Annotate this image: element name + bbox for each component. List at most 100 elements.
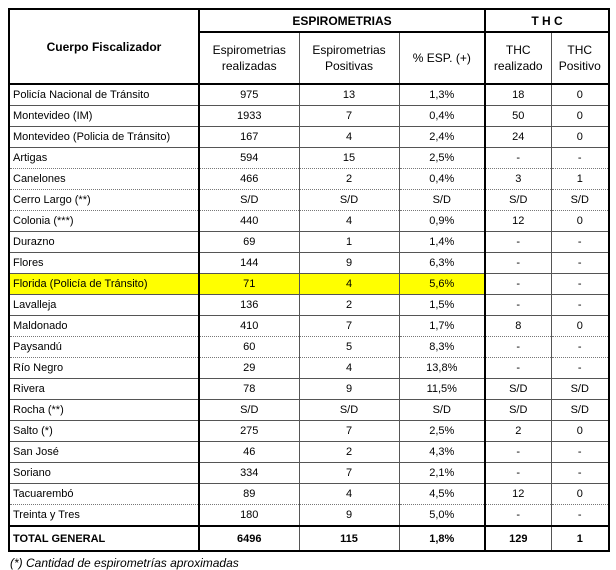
cell-thc-positivo: S/D xyxy=(551,189,610,211)
cell-thc-positivo: - xyxy=(551,441,610,463)
cell-thc-positivo: - xyxy=(551,273,610,295)
cell-pct-esp: 5,6% xyxy=(399,273,487,295)
cell-thc-realizado: S/D xyxy=(485,378,552,400)
column-header-espirometrias-realizadas: Espirometrias realizadas xyxy=(199,32,300,85)
table-row: San José 46 2 4,3% - - xyxy=(9,441,610,463)
cell-espirometrias-positivas: 2 xyxy=(299,168,400,190)
total-row-group: TOTAL GENERAL 6496 115 1,8% 129 1 xyxy=(9,525,610,551)
cell-thc-positivo: 0 xyxy=(551,210,610,232)
cell-cuerpo-fiscalizador: San José xyxy=(9,441,200,463)
cell-cuerpo-fiscalizador: Salto (*) xyxy=(9,420,200,442)
cell-pct-esp: 13,8% xyxy=(399,357,487,379)
total-thc-positivo: 1 xyxy=(551,525,610,551)
cell-thc-positivo: S/D xyxy=(551,399,610,421)
cell-cuerpo-fiscalizador: Montevideo (Policia de Tránsito) xyxy=(9,126,200,148)
cell-espirometrias-realizadas: 410 xyxy=(199,315,300,337)
cell-thc-realizado: S/D xyxy=(485,189,552,211)
cell-thc-realizado: S/D xyxy=(485,399,552,421)
table-row: Salto (*) 275 7 2,5% 2 0 xyxy=(9,420,610,442)
cell-thc-positivo: 0 xyxy=(551,84,610,106)
table-row: Rocha (**) S/D S/D S/D S/D S/D xyxy=(9,399,610,421)
cell-thc-realizado: 3 xyxy=(485,168,552,190)
cell-espirometrias-positivas: 7 xyxy=(299,105,400,127)
cell-cuerpo-fiscalizador: Rivera xyxy=(9,378,200,400)
cell-thc-realizado: 12 xyxy=(485,483,552,505)
cell-espirometrias-realizadas: 144 xyxy=(199,252,300,274)
cell-pct-esp: 2,1% xyxy=(399,462,487,484)
table-row: Soriano 334 7 2,1% - - xyxy=(9,462,610,484)
cell-pct-esp: 1,4% xyxy=(399,231,487,253)
cell-espirometrias-realizadas: S/D xyxy=(199,399,300,421)
cell-espirometrias-positivas: 5 xyxy=(299,336,400,358)
table-row: Policía Nacional de Tránsito 975 13 1,3%… xyxy=(9,84,610,106)
table-row: Florida (Policía de Tránsito) 71 4 5,6% … xyxy=(9,273,610,295)
cell-espirometrias-positivas: 7 xyxy=(299,462,400,484)
cell-cuerpo-fiscalizador: Cerro Largo (**) xyxy=(9,189,200,211)
cell-thc-positivo: 0 xyxy=(551,126,610,148)
table-row: Flores 144 9 6,3% - - xyxy=(9,252,610,274)
total-esp-positivas: 115 xyxy=(299,525,400,551)
group-header-espirometrias: ESPIROMETRIAS xyxy=(199,9,487,33)
cell-espirometrias-positivas: 15 xyxy=(299,147,400,169)
cell-thc-realizado: - xyxy=(485,441,552,463)
cell-espirometrias-positivas: 7 xyxy=(299,315,400,337)
cell-espirometrias-positivas: S/D xyxy=(299,399,400,421)
group-header-thc: T H C xyxy=(485,9,610,33)
cell-cuerpo-fiscalizador: Colonia (***) xyxy=(9,210,200,232)
cell-thc-realizado: - xyxy=(485,462,552,484)
cell-cuerpo-fiscalizador: Canelones xyxy=(9,168,200,190)
column-header-thc-positivo: THC Positivo xyxy=(551,32,610,85)
cell-cuerpo-fiscalizador: Soriano xyxy=(9,462,200,484)
cell-espirometrias-realizadas: 46 xyxy=(199,441,300,463)
table-row: Treinta y Tres 180 9 5,0% - - xyxy=(9,504,610,527)
cell-espirometrias-positivas: 9 xyxy=(299,378,400,400)
cell-espirometrias-realizadas: 975 xyxy=(199,84,300,106)
footnote: (*) Cantidad de espirometrías aproximada… xyxy=(10,556,239,570)
cell-thc-realizado: - xyxy=(485,357,552,379)
cell-espirometrias-positivas: 4 xyxy=(299,210,400,232)
cell-espirometrias-positivas: 4 xyxy=(299,483,400,505)
cell-thc-realizado: 2 xyxy=(485,420,552,442)
cell-espirometrias-realizadas: 89 xyxy=(199,483,300,505)
cell-pct-esp: 5,0% xyxy=(399,504,487,527)
cell-espirometrias-positivas: S/D xyxy=(299,189,400,211)
cell-thc-positivo: 0 xyxy=(551,420,610,442)
cell-pct-esp: 0,4% xyxy=(399,105,487,127)
cell-thc-positivo: - xyxy=(551,462,610,484)
cell-cuerpo-fiscalizador: Montevideo (IM) xyxy=(9,105,200,127)
cell-pct-esp: 11,5% xyxy=(399,378,487,400)
cell-espirometrias-realizadas: 466 xyxy=(199,168,300,190)
cell-cuerpo-fiscalizador: Maldonado xyxy=(9,315,200,337)
table-row: Rivera 78 9 11,5% S/D S/D xyxy=(9,378,610,400)
cell-pct-esp: 4,3% xyxy=(399,441,487,463)
cell-cuerpo-fiscalizador: Río Negro xyxy=(9,357,200,379)
cell-espirometrias-realizadas: 440 xyxy=(199,210,300,232)
cell-pct-esp: 6,3% xyxy=(399,252,487,274)
cell-thc-realizado: - xyxy=(485,252,552,274)
cell-thc-positivo: - xyxy=(551,252,610,274)
cell-thc-realizado: - xyxy=(485,273,552,295)
cell-pct-esp: 0,9% xyxy=(399,210,487,232)
column-header-cuerpo-fiscalizador: Cuerpo Fiscalizador xyxy=(9,9,200,85)
total-thc-realizado: 129 xyxy=(485,525,552,551)
cell-espirometrias-positivas: 4 xyxy=(299,126,400,148)
cell-thc-positivo: 0 xyxy=(551,315,610,337)
cell-espirometrias-realizadas: 275 xyxy=(199,420,300,442)
total-esp-pct: 1,8% xyxy=(399,525,487,551)
table-row: Paysandú 60 5 8,3% - - xyxy=(9,336,610,358)
cell-cuerpo-fiscalizador: Durazno xyxy=(9,231,200,253)
table-row: Maldonado 410 7 1,7% 8 0 xyxy=(9,315,610,337)
table-row: Artigas 594 15 2,5% - - xyxy=(9,147,610,169)
cell-cuerpo-fiscalizador: Treinta y Tres xyxy=(9,504,200,527)
cell-thc-realizado: - xyxy=(485,147,552,169)
cell-thc-positivo: - xyxy=(551,147,610,169)
table-row: Durazno 69 1 1,4% - - xyxy=(9,231,610,253)
cell-espirometrias-positivas: 4 xyxy=(299,357,400,379)
table-header: Cuerpo Fiscalizador ESPIROMETRIAS T H C … xyxy=(9,9,610,85)
cell-thc-positivo: - xyxy=(551,231,610,253)
cell-thc-realizado: - xyxy=(485,294,552,316)
cell-thc-positivo: 1 xyxy=(551,168,610,190)
column-header-espirometrias-positivas: Espirometrias Positivas xyxy=(299,32,400,85)
cell-thc-realizado: - xyxy=(485,504,552,527)
